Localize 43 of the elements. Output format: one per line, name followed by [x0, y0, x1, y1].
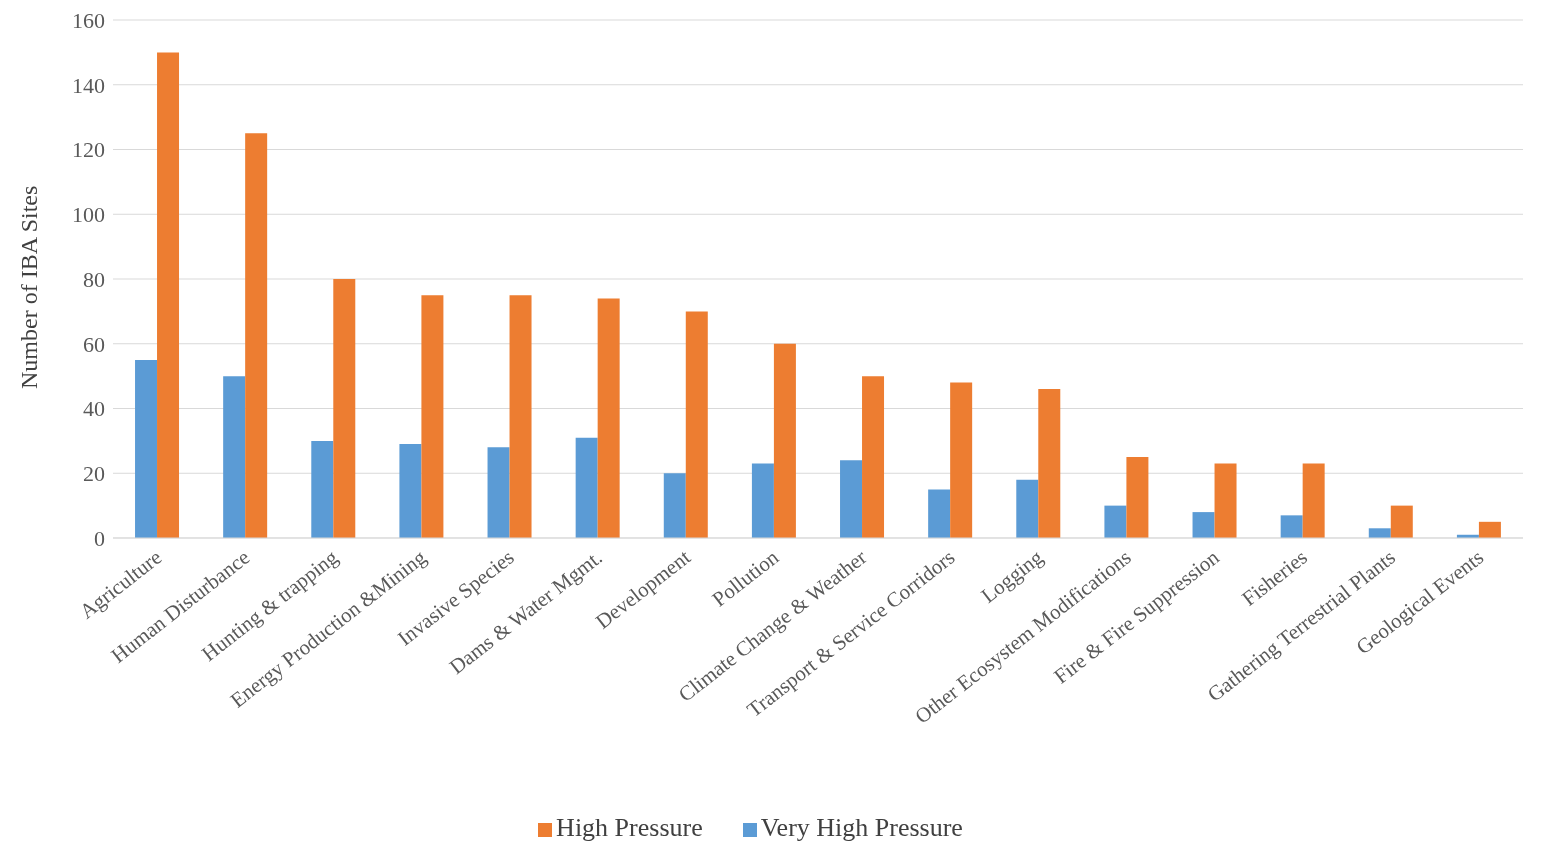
y-tick-label: 120 [72, 137, 105, 163]
bar [751, 463, 774, 538]
bar [399, 444, 422, 538]
bar [223, 376, 246, 538]
y-tick-label: 40 [83, 396, 105, 422]
bar [597, 298, 620, 538]
bar [1302, 463, 1325, 538]
bar [685, 311, 708, 538]
bar [1280, 515, 1303, 538]
bar [840, 460, 863, 538]
bar [135, 359, 158, 538]
legend-label: Very High Pressure [760, 813, 963, 842]
bar [509, 295, 532, 538]
legend-label: High Pressure [556, 813, 703, 842]
bar [1126, 457, 1149, 538]
y-tick-label: 60 [83, 331, 105, 357]
bar [245, 133, 268, 538]
bar [928, 489, 951, 538]
bar [1016, 479, 1039, 538]
bar [862, 376, 885, 538]
bar [1214, 463, 1237, 538]
bar [773, 343, 796, 538]
bar [1104, 505, 1127, 538]
y-tick-label: 100 [72, 202, 105, 228]
bar [663, 473, 686, 538]
bar [333, 279, 356, 538]
bar [1368, 528, 1391, 538]
bar [157, 52, 180, 538]
y-tick-label: 0 [94, 525, 105, 551]
bar [1390, 505, 1413, 538]
bar [311, 440, 334, 538]
bar [1038, 389, 1061, 538]
bar [421, 295, 444, 538]
y-tick-label: 20 [83, 461, 105, 487]
y-tick-label: 160 [72, 7, 105, 33]
bar [1192, 512, 1215, 538]
bar [487, 447, 510, 538]
bar [1478, 521, 1501, 538]
bar [575, 437, 598, 538]
y-tick-label: 140 [72, 72, 105, 98]
bar [950, 382, 973, 538]
y-tick-label: 80 [83, 266, 105, 292]
y-axis-title: Number of IBA Sites [15, 185, 42, 389]
